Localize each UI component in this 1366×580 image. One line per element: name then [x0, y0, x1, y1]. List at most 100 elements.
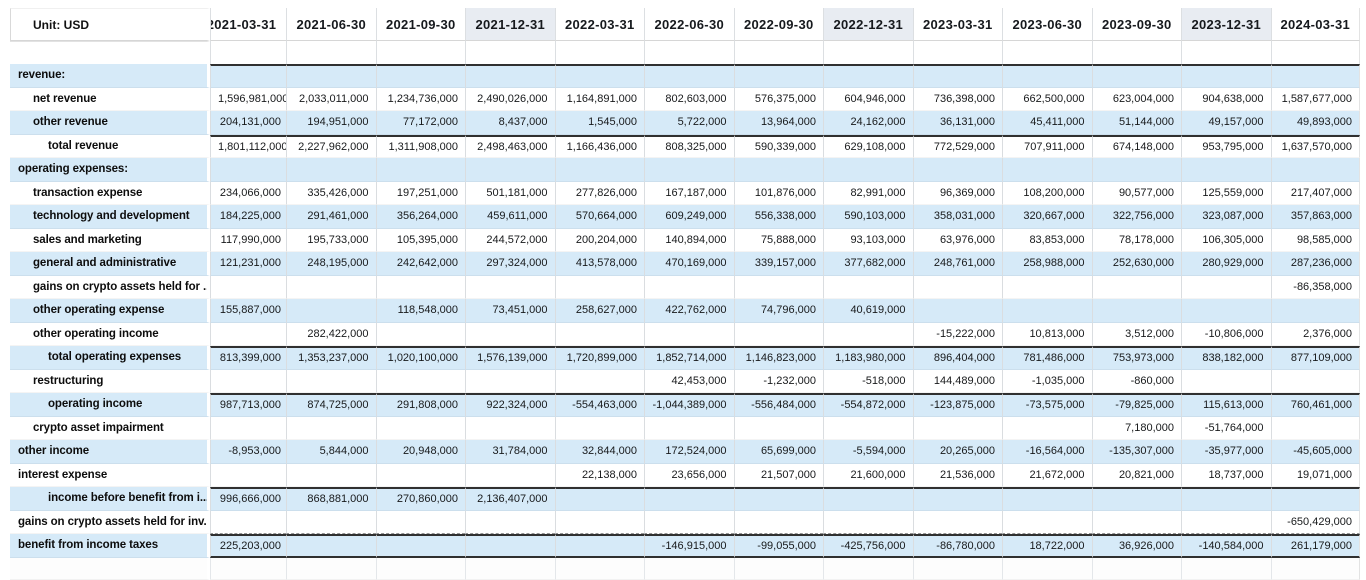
value-cell[interactable] [1091, 299, 1181, 323]
value-cell[interactable]: 20,821,000 [1091, 463, 1181, 487]
value-cell[interactable]: 609,249,000 [644, 205, 734, 229]
value-cell[interactable] [1002, 64, 1092, 88]
value-cell[interactable] [465, 534, 555, 558]
value-cell[interactable] [733, 487, 823, 511]
value-cell[interactable] [465, 369, 555, 393]
value-cell[interactable] [210, 416, 286, 440]
value-cell[interactable] [1270, 416, 1360, 440]
value-cell[interactable]: 23,656,000 [644, 463, 734, 487]
row-label[interactable]: gains on crypto assets held for inv... [10, 510, 210, 534]
value-cell[interactable]: 802,603,000 [644, 87, 734, 111]
value-cell[interactable]: 629,108,000 [823, 134, 913, 158]
row-label[interactable]: other income [10, 440, 210, 464]
value-cell[interactable]: 75,888,000 [733, 228, 823, 252]
value-cell[interactable] [465, 158, 555, 182]
value-cell[interactable] [1091, 275, 1181, 299]
value-cell[interactable]: 335,426,000 [286, 181, 376, 205]
value-cell[interactable] [644, 158, 734, 182]
value-cell[interactable]: 322,756,000 [1091, 205, 1181, 229]
value-cell[interactable]: -16,564,000 [1002, 440, 1092, 464]
column-header[interactable]: 2021-12-31 [465, 8, 555, 41]
value-cell[interactable]: 662,500,000 [1002, 87, 1092, 111]
value-cell[interactable]: -8,953,000 [210, 440, 286, 464]
column-header[interactable]: 2021-09-30 [375, 8, 465, 41]
value-cell[interactable]: 242,642,000 [375, 252, 465, 276]
value-cell[interactable] [1091, 487, 1181, 511]
value-cell[interactable]: 258,988,000 [1002, 252, 1092, 276]
value-cell[interactable]: 996,666,000 [210, 487, 286, 511]
value-cell[interactable]: -860,000 [1091, 369, 1181, 393]
value-cell[interactable]: 277,826,000 [554, 181, 644, 205]
value-cell[interactable]: 377,682,000 [823, 252, 913, 276]
value-cell[interactable]: 20,948,000 [375, 440, 465, 464]
value-cell[interactable]: 459,611,000 [465, 205, 555, 229]
value-cell[interactable]: 194,951,000 [286, 111, 376, 135]
value-cell[interactable] [823, 487, 913, 511]
value-cell[interactable]: 2,490,026,000 [465, 87, 555, 111]
row-label[interactable]: benefit from income taxes [10, 534, 210, 558]
value-cell[interactable]: 21,507,000 [733, 463, 823, 487]
value-cell[interactable]: 45,411,000 [1002, 111, 1092, 135]
value-cell[interactable]: 838,182,000 [1181, 346, 1271, 370]
value-cell[interactable]: 204,131,000 [210, 111, 286, 135]
value-cell[interactable]: 13,964,000 [733, 111, 823, 135]
value-cell[interactable] [1002, 510, 1092, 534]
value-cell[interactable]: 93,103,000 [823, 228, 913, 252]
row-label[interactable]: other operating income [10, 322, 210, 346]
value-cell[interactable]: 167,187,000 [644, 181, 734, 205]
column-header[interactable]: 2022-03-31 [554, 8, 644, 41]
value-cell[interactable]: -51,764,000 [1181, 416, 1271, 440]
value-cell[interactable]: 772,529,000 [912, 134, 1002, 158]
value-cell[interactable]: 2,227,962,000 [286, 134, 376, 158]
value-cell[interactable]: -1,232,000 [733, 369, 823, 393]
column-header[interactable]: 2021-06-30 [286, 8, 376, 41]
value-cell[interactable]: 197,251,000 [375, 181, 465, 205]
value-cell[interactable]: 140,894,000 [644, 228, 734, 252]
value-cell[interactable]: 117,990,000 [210, 228, 286, 252]
value-cell[interactable]: 1,183,980,000 [823, 346, 913, 370]
column-header[interactable]: 2021-03-31 [210, 8, 286, 41]
value-cell[interactable] [554, 534, 644, 558]
value-cell[interactable] [644, 416, 734, 440]
value-cell[interactable]: 2,136,407,000 [465, 487, 555, 511]
value-cell[interactable]: 323,087,000 [1181, 205, 1271, 229]
value-cell[interactable]: -1,044,389,000 [644, 393, 734, 417]
value-cell[interactable] [210, 369, 286, 393]
value-cell[interactable]: 31,784,000 [465, 440, 555, 464]
value-cell[interactable] [554, 322, 644, 346]
value-cell[interactable] [210, 510, 286, 534]
value-cell[interactable] [912, 299, 1002, 323]
value-cell[interactable]: 101,876,000 [733, 181, 823, 205]
value-cell[interactable] [375, 158, 465, 182]
value-cell[interactable] [286, 275, 376, 299]
value-cell[interactable]: 24,162,000 [823, 111, 913, 135]
value-cell[interactable]: 736,398,000 [912, 87, 1002, 111]
column-header[interactable]: 2024-03-31 [1270, 8, 1360, 41]
value-cell[interactable]: 922,324,000 [465, 393, 555, 417]
row-label[interactable]: technology and development [10, 205, 210, 229]
value-cell[interactable] [1181, 299, 1271, 323]
column-header[interactable]: 2022-09-30 [733, 8, 823, 41]
value-cell[interactable]: 1,637,570,000 [1270, 134, 1360, 158]
value-cell[interactable]: 77,172,000 [375, 111, 465, 135]
value-cell[interactable]: -99,055,000 [733, 534, 823, 558]
value-cell[interactable]: 707,911,000 [1002, 134, 1092, 158]
row-label[interactable]: revenue: [10, 64, 210, 88]
value-cell[interactable]: 36,926,000 [1091, 534, 1181, 558]
value-cell[interactable]: 357,863,000 [1270, 205, 1360, 229]
value-cell[interactable]: 42,453,000 [644, 369, 734, 393]
value-cell[interactable] [465, 463, 555, 487]
value-cell[interactable] [1091, 158, 1181, 182]
value-cell[interactable] [733, 275, 823, 299]
value-cell[interactable]: 1,596,981,000 [210, 87, 286, 111]
value-cell[interactable]: 32,844,000 [554, 440, 644, 464]
value-cell[interactable]: -10,806,000 [1181, 322, 1271, 346]
value-cell[interactable]: -73,575,000 [1002, 393, 1092, 417]
value-cell[interactable]: 576,375,000 [733, 87, 823, 111]
value-cell[interactable] [912, 158, 1002, 182]
value-cell[interactable] [375, 322, 465, 346]
value-cell[interactable] [912, 487, 1002, 511]
value-cell[interactable]: 556,338,000 [733, 205, 823, 229]
value-cell[interactable]: 874,725,000 [286, 393, 376, 417]
value-cell[interactable]: 195,733,000 [286, 228, 376, 252]
